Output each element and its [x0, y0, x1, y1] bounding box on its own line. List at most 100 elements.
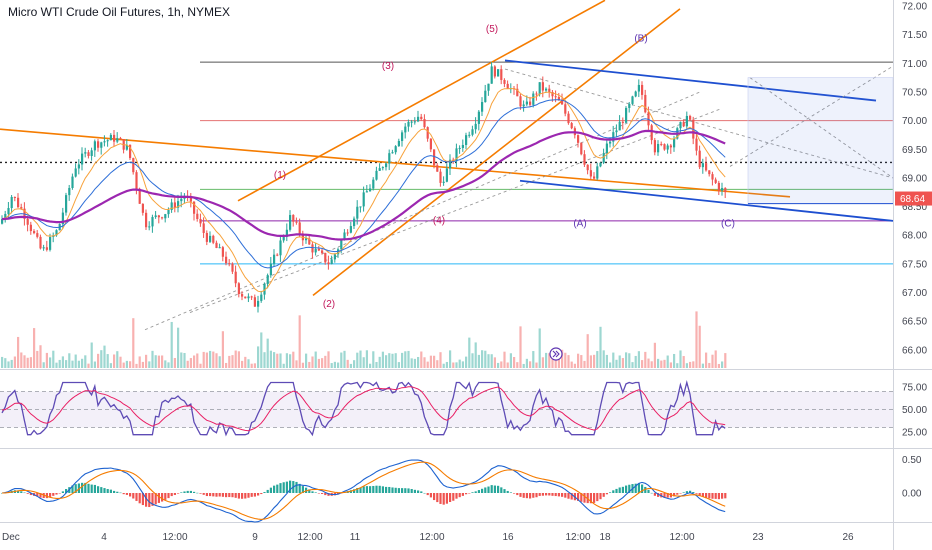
macd-histogram-bar [129, 493, 132, 497]
dashed-projection [504, 68, 894, 179]
volume-bar [605, 354, 608, 368]
macd-histogram-bar [100, 487, 103, 493]
candle-body [33, 231, 36, 234]
volume-bar [333, 361, 336, 368]
candle-body [365, 191, 368, 193]
candle-body [209, 235, 212, 242]
volume-bar [705, 352, 708, 368]
volume-bar [557, 357, 560, 368]
macd-histogram-bar [173, 493, 176, 495]
candle-body [221, 247, 224, 257]
macd-histogram-bar [289, 480, 292, 493]
candle-body [234, 271, 237, 284]
volume-bar [516, 362, 519, 368]
volume-bar [375, 361, 378, 368]
volume-bar [676, 363, 679, 368]
candle-body [682, 122, 685, 127]
volume-bar [529, 361, 532, 368]
volume-bar [132, 318, 135, 368]
macd-histogram-bar [634, 483, 637, 493]
macd-histogram-bar [183, 491, 186, 493]
volume-bar [401, 352, 404, 368]
volume-bar [452, 362, 455, 368]
macd-histogram-bar [506, 490, 509, 493]
macd-histogram-bar [221, 493, 224, 497]
candle-body [129, 144, 132, 159]
candle-body [596, 166, 599, 179]
candle-body [468, 134, 471, 136]
price-tick-label: 71.50 [902, 30, 927, 41]
macd-histogram-bar [586, 493, 589, 504]
candle-body [189, 197, 192, 202]
macd-tick-label: 0.50 [902, 455, 922, 466]
macd-histogram-bar [509, 492, 512, 493]
drawings[interactable] [0, 0, 894, 361]
volume-bar [93, 361, 96, 368]
volume-bar [349, 363, 352, 368]
volume-bar [52, 350, 55, 368]
candle-body [666, 145, 669, 150]
volume-bar [157, 355, 160, 368]
candle-body [391, 152, 394, 154]
macd-histogram-bar [167, 493, 170, 499]
macd-histogram-bar [391, 487, 394, 493]
candle-body [90, 150, 93, 156]
time-tick-label: 12:00 [565, 532, 590, 543]
candle-body [177, 201, 180, 208]
volume-bar [138, 356, 141, 368]
replay-chevron [552, 350, 560, 358]
candle-body [193, 201, 196, 214]
volume-bar [151, 350, 154, 368]
candle-body [439, 171, 442, 183]
candle-body [45, 247, 48, 250]
macd-histogram-bar [234, 493, 237, 498]
replay-icon[interactable] [549, 347, 563, 361]
candle-body [276, 254, 279, 256]
macd-histogram-bar [676, 493, 679, 495]
rsi-tick-label: 50.00 [902, 405, 927, 416]
volume-bar [237, 351, 240, 368]
volume-bar [599, 326, 602, 368]
wave-label: (C) [721, 219, 735, 230]
macd-histogram-bar [679, 493, 682, 494]
volume-bar [471, 353, 474, 368]
candle-body [263, 284, 266, 295]
macd-histogram-bar [538, 493, 541, 496]
volume-bar [193, 355, 196, 368]
candle-body [295, 221, 298, 223]
macd-histogram-bar [452, 493, 455, 501]
time-tick-label: 11 [350, 532, 361, 543]
macd-histogram-bar [481, 488, 484, 493]
candles [1, 61, 727, 313]
candle-body [525, 101, 528, 105]
macd-histogram-bar [625, 485, 628, 493]
candle-body [538, 82, 541, 95]
rsi-tick-label: 25.00 [902, 428, 927, 439]
volume-bar [180, 352, 183, 368]
volume-bar [125, 360, 128, 368]
macd-histogram-bar [103, 488, 106, 493]
volume-bar [669, 362, 672, 368]
volume-bar [84, 355, 87, 368]
macd-histogram-bar [442, 493, 445, 505]
candle-body [273, 254, 276, 264]
macd-histogram-bar [548, 493, 551, 496]
volume-bar [589, 355, 592, 368]
volume-bar [449, 350, 452, 368]
macd-histogram-bar [145, 493, 148, 507]
candle-body [81, 153, 84, 165]
volume-bar [292, 351, 295, 368]
candle-body [404, 126, 407, 133]
volume-bar [202, 351, 205, 368]
macd-histogram-bar [458, 493, 461, 498]
volume-bar [241, 360, 244, 368]
volume-bar [673, 353, 676, 368]
macd-histogram-bar [199, 493, 202, 494]
macd-histogram-bar [308, 489, 311, 493]
candle-body [298, 222, 301, 234]
volume-bar [343, 350, 346, 368]
macd-histogram-bar [596, 493, 599, 502]
macd-histogram-bar [429, 493, 432, 498]
